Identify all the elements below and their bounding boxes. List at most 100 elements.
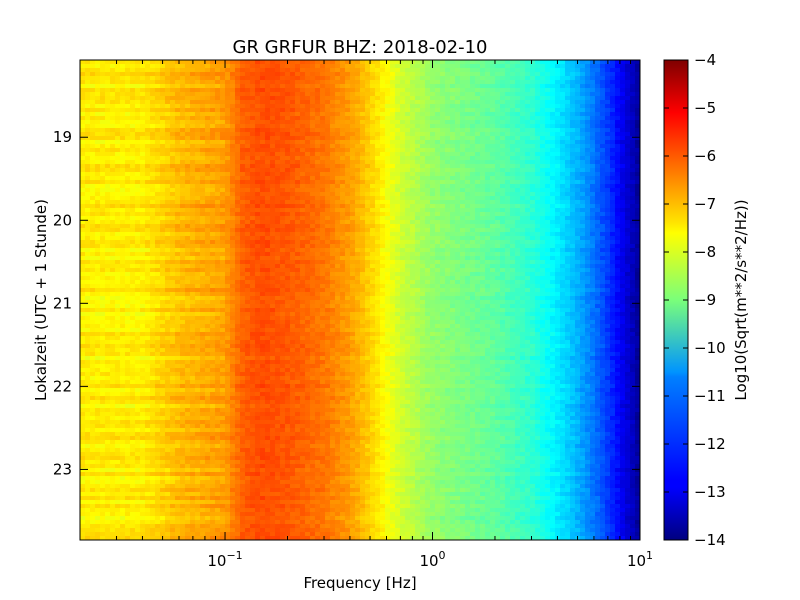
heatmap-cell [230, 68, 236, 73]
heatmap-cell [360, 92, 366, 97]
heatmap-cell [610, 136, 616, 141]
heatmap-cell [340, 60, 346, 65]
heatmap-cell [405, 64, 411, 69]
heatmap-cell [350, 140, 356, 145]
heatmap-cell [210, 140, 216, 145]
heatmap-cell [120, 148, 126, 153]
heatmap-cell [345, 112, 351, 117]
heatmap-cell [95, 148, 101, 153]
heatmap-cell [185, 208, 191, 213]
heatmap-cell [600, 216, 606, 221]
heatmap-cell [545, 232, 551, 237]
heatmap-cell [125, 148, 131, 153]
heatmap-cell [515, 124, 521, 129]
heatmap-cell [600, 64, 606, 69]
heatmap-cell [145, 188, 151, 193]
heatmap-cell [515, 208, 521, 213]
heatmap-cell [105, 180, 111, 185]
heatmap-cell [560, 204, 566, 209]
heatmap-cell [435, 140, 441, 145]
heatmap-cell [420, 168, 426, 173]
heatmap-cell [85, 204, 91, 209]
heatmap-cell [270, 148, 276, 153]
heatmap-cell [370, 168, 376, 173]
heatmap-cell [595, 72, 601, 77]
heatmap-cell [175, 208, 181, 213]
heatmap-cell [535, 132, 541, 137]
heatmap-cell [400, 112, 406, 117]
heatmap-cell [470, 140, 476, 145]
heatmap-cell [290, 84, 296, 89]
heatmap-cell [560, 208, 566, 213]
heatmap-cell [180, 80, 186, 85]
heatmap-cell [565, 232, 571, 237]
heatmap-cell [510, 116, 516, 121]
heatmap-cell [305, 116, 311, 121]
heatmap-cell [550, 220, 556, 225]
heatmap-cell [325, 228, 331, 233]
heatmap-cell [515, 164, 521, 169]
heatmap-cell [105, 124, 111, 129]
heatmap-cell [165, 140, 171, 145]
heatmap-cell [125, 192, 131, 197]
heatmap-cell [305, 144, 311, 149]
heatmap-cell [545, 212, 551, 217]
heatmap-cell [600, 204, 606, 209]
heatmap-cell [555, 224, 561, 229]
heatmap-cell [310, 112, 316, 117]
heatmap-cell [105, 204, 111, 209]
heatmap-cell [115, 180, 121, 185]
heatmap-cell [565, 112, 571, 117]
heatmap-cell [310, 128, 316, 133]
heatmap-cell [525, 192, 531, 197]
heatmap-cell [120, 72, 126, 77]
heatmap-cell [200, 72, 206, 77]
heatmap-cell [275, 140, 281, 145]
heatmap-cell [210, 160, 216, 165]
heatmap-cell [585, 228, 591, 233]
heatmap-cell [400, 116, 406, 121]
heatmap-cell [520, 224, 526, 229]
heatmap-cell [255, 120, 261, 125]
heatmap-cell [225, 80, 231, 85]
heatmap-cell [195, 144, 201, 149]
heatmap-cell [140, 184, 146, 189]
heatmap-cell [545, 136, 551, 141]
heatmap-cell [215, 212, 221, 217]
heatmap-cell [390, 132, 396, 137]
heatmap-cell [415, 68, 421, 73]
heatmap-cell [570, 216, 576, 221]
heatmap-cell [165, 68, 171, 73]
heatmap-cell [485, 200, 491, 205]
heatmap-cell [620, 228, 626, 233]
heatmap-cell [275, 156, 281, 161]
heatmap-cell [105, 232, 111, 237]
heatmap-cell [595, 164, 601, 169]
heatmap-cell [455, 220, 461, 225]
heatmap-cell [470, 164, 476, 169]
heatmap-cell [525, 72, 531, 77]
heatmap-cell [220, 216, 226, 221]
heatmap-cell [505, 232, 511, 237]
heatmap-cell [505, 104, 511, 109]
heatmap-cell [195, 140, 201, 145]
heatmap-cell [555, 168, 561, 173]
heatmap-cell [380, 124, 386, 129]
heatmap-cell [375, 80, 381, 85]
heatmap-cell [290, 184, 296, 189]
heatmap-cell [620, 112, 626, 117]
heatmap-cell [405, 196, 411, 201]
heatmap-cell [170, 164, 176, 169]
heatmap-cell [265, 128, 271, 133]
heatmap-cell [375, 152, 381, 157]
heatmap-cell [170, 148, 176, 153]
heatmap-cell [185, 120, 191, 125]
heatmap-cell [380, 140, 386, 145]
heatmap-cell [145, 156, 151, 161]
heatmap-cell [470, 196, 476, 201]
heatmap-cell [505, 140, 511, 145]
heatmap-cell [390, 188, 396, 193]
heatmap-cell [185, 68, 191, 73]
heatmap-cell [530, 120, 536, 125]
heatmap-cell [430, 136, 436, 141]
